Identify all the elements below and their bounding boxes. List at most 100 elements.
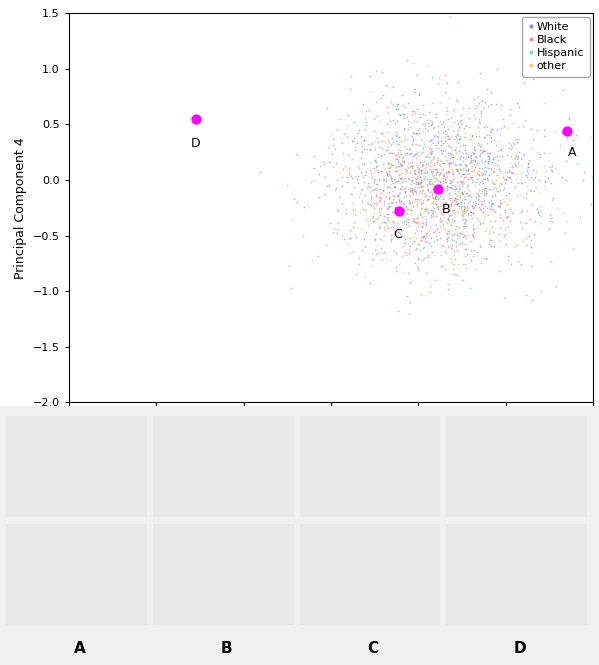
Point (386, 158, 395, 169)
Point (401, 183, 410, 194)
Point (359, 159, 368, 170)
Point (530, 215, 539, 226)
Point (501, 174, 511, 184)
Point (352, 174, 362, 184)
Point (429, 108, 438, 118)
Point (527, 172, 536, 182)
Point (450, 253, 460, 264)
Point (350, 142, 359, 152)
Point (518, 236, 528, 247)
Point (427, 148, 437, 159)
Point (408, 157, 418, 168)
Point (465, 283, 474, 293)
Point (390, 201, 400, 212)
Point (356, 185, 365, 196)
Point (359, 233, 368, 244)
Point (379, 149, 389, 160)
Point (314, 192, 324, 203)
Point (485, 156, 494, 166)
Point (400, 142, 409, 153)
Point (456, 171, 465, 182)
Point (383, 211, 393, 222)
Point (444, 158, 453, 168)
Point (393, 99, 403, 110)
Point (407, 183, 416, 194)
Point (546, 178, 556, 188)
Point (423, 185, 433, 196)
Point (446, 177, 456, 188)
Point (422, 151, 431, 162)
Point (395, 172, 404, 183)
Point (460, 190, 470, 201)
Point (385, 182, 395, 193)
Point (486, 195, 495, 205)
Point (450, 198, 459, 209)
Point (348, 204, 358, 215)
Point (392, 101, 402, 112)
Point (449, 259, 458, 269)
Point (397, 198, 406, 209)
Point (534, 186, 544, 197)
Point (461, 121, 470, 132)
Point (469, 226, 479, 237)
Point (513, 134, 522, 144)
Point (415, 209, 425, 220)
Point (353, 170, 363, 181)
Point (429, 186, 439, 197)
Point (401, 186, 410, 196)
Point (404, 194, 414, 205)
Point (359, 177, 369, 188)
Point (388, 115, 398, 126)
Point (449, 174, 458, 184)
Point (458, 259, 467, 269)
Point (408, 215, 418, 226)
Point (431, 199, 441, 209)
Point (426, 178, 436, 189)
Point (424, 170, 434, 180)
Point (384, 168, 394, 179)
Point (451, 142, 461, 153)
Point (436, 205, 446, 216)
Point (447, 184, 456, 194)
Point (429, 226, 438, 237)
Point (422, 227, 432, 238)
Point (449, 116, 459, 127)
Point (471, 160, 481, 171)
Point (444, 147, 453, 158)
Point (399, 199, 409, 209)
Point (459, 209, 468, 220)
Point (409, 133, 418, 144)
Point (427, 167, 437, 178)
Point (495, 166, 504, 177)
Point (470, 176, 479, 187)
Point (513, 121, 522, 132)
Point (444, 158, 453, 169)
Point (367, 212, 377, 223)
Point (456, 202, 466, 213)
Point (415, 219, 424, 229)
Point (475, 68, 485, 78)
Point (409, 232, 418, 243)
Point (448, 126, 458, 136)
Point (483, 100, 493, 111)
Point (400, 247, 410, 257)
Point (412, 148, 421, 159)
Point (437, 135, 446, 146)
Point (501, 174, 510, 185)
Point (461, 152, 471, 162)
Point (467, 200, 477, 211)
Point (377, 66, 386, 77)
Point (371, 229, 380, 239)
Point (472, 188, 482, 198)
Point (430, 275, 440, 286)
Point (435, 176, 445, 187)
Point (410, 186, 420, 196)
Point (330, 143, 340, 154)
Point (425, 176, 434, 186)
Point (358, 140, 367, 151)
Point (420, 122, 429, 133)
Point (393, 306, 403, 317)
Point (442, 185, 452, 196)
Point (486, 136, 496, 147)
Point (412, 189, 421, 200)
